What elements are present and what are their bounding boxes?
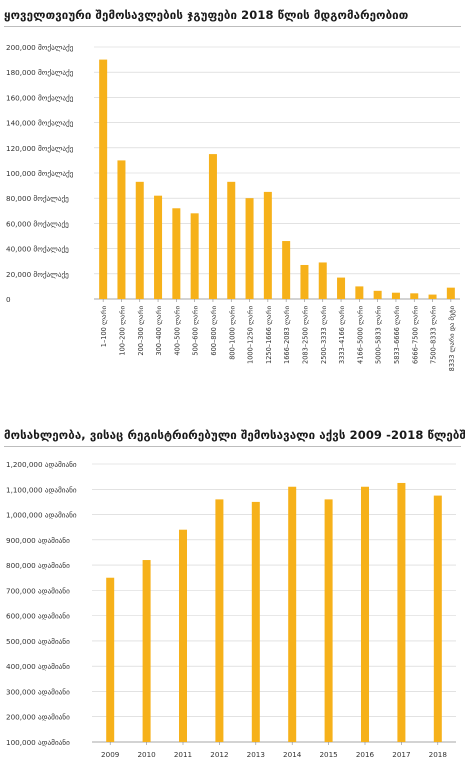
x-tick-label: 800–1000 ლარი (227, 305, 236, 359)
bar (106, 577, 115, 742)
y-tick-label: 700,000 ადამიანი (6, 586, 70, 595)
bar (361, 486, 369, 742)
x-tick-label: 8333 ლარი და მეტი (447, 305, 456, 371)
bar (179, 529, 187, 742)
income-groups-plot: 0 20,000 მოქალაქე 40,000 მოქალაქე 60,000 მო… (6, 43, 460, 371)
x-tick-label: 2083–2500 ლარი (300, 305, 309, 364)
x-tick-label: 5833–6666 ლარი (392, 305, 401, 364)
x-tick-label: 400–500 ლარი (172, 305, 181, 355)
x-tick-label: 1250–1666 ლარი (264, 305, 273, 364)
bar (190, 213, 199, 299)
y-tick-label: 180,000 მოქალაქე (6, 68, 74, 77)
bar (373, 290, 382, 299)
y-tick-label: 100,000 მოქალაქე (6, 169, 74, 178)
bar (337, 277, 346, 299)
y-tick-label: 20,000 მოქალაქე (6, 270, 69, 279)
x-tick-label: 1000–1250 ლარი (246, 305, 255, 364)
bar (282, 241, 291, 299)
y-tick-label: 300,000 ადამიანი (6, 687, 70, 696)
y-tick-label: 1,000,000 ადამიანი (6, 511, 77, 520)
y-tick-label: 40,000 მოქალაქე (6, 245, 69, 254)
chart-title: ყოველთვიური შემოსავლების ჯგუფები 2018 წლ… (4, 8, 409, 22)
bar (324, 499, 333, 742)
x-tick-label: 2012 (210, 750, 228, 759)
x-tick-label: 3333–4166 ლარი (337, 305, 346, 364)
income-groups-chart: ყოველთვიური შემოსავლების ჯგუფები 2018 წლ… (4, 8, 461, 371)
x-tick-label: 2015 (319, 750, 337, 759)
bar (355, 286, 364, 299)
bar (251, 501, 260, 742)
x-tick-label: 2500–3333 ლარი (319, 305, 328, 364)
registered-income-population-plot: 100,000 ადამიანი 200,000 ადამიანი 300,000 … (6, 460, 456, 759)
bar (227, 181, 236, 299)
y-tick-label: 200,000 ადამიანი (6, 713, 70, 722)
y-tick-label: 60,000 მოქალაქე (6, 219, 69, 228)
x-tick-label: 1666–2083 ლარი (282, 305, 291, 364)
x-tick-label: 6666–7500 ლარი (410, 305, 419, 364)
y-tick-label: 0 (6, 295, 11, 304)
bar (208, 154, 217, 299)
bar (142, 560, 151, 742)
y-tick-label: 800,000 ადამიანი (6, 561, 70, 570)
x-tick-label: 2011 (174, 750, 192, 759)
x-tick-label: 1–100 ლარი (99, 305, 108, 347)
y-tick-label: 160,000 მოქალაქე (6, 93, 74, 102)
registered-income-population-chart: მოსახლეობა, ვისაც რეგისტრირებული შემოსავ… (0, 418, 465, 772)
y-tick-label: 100,000 ადამიანი (6, 738, 70, 747)
x-tick-label: 2010 (137, 750, 156, 759)
x-tick-label: 100–200 ლარი (117, 305, 126, 355)
bar (391, 292, 400, 299)
bar (117, 160, 126, 299)
x-tick-label: 600–800 ლარი (209, 305, 218, 355)
x-tick-label: 500–600 ლარი (191, 305, 200, 355)
bar (428, 294, 437, 299)
title-divider (4, 26, 461, 27)
chart-title: მოსახლეობა, ვისაც რეგისტრირებული შემოსავ… (4, 428, 465, 442)
x-tick-label: 2016 (356, 750, 375, 759)
bar (446, 287, 455, 299)
x-tick-label: 2018 (429, 750, 448, 759)
x-tick-label: 7500–8333 ლარი (429, 305, 438, 364)
bar (154, 195, 163, 299)
bar (318, 262, 327, 299)
y-tick-label: 500,000 ადამიანი (6, 637, 70, 646)
y-tick-label: 200,000 მოქალაქე (6, 43, 74, 52)
bar (215, 499, 224, 742)
bar (99, 59, 108, 299)
y-tick-label: 900,000 ადამიანი (6, 536, 70, 545)
x-tick-label: 2013 (247, 750, 265, 759)
x-tick-label: 4166–5000 ლარი (355, 305, 364, 364)
bar (245, 198, 254, 299)
x-tick-label: 2014 (283, 750, 302, 759)
bar (288, 486, 297, 742)
y-tick-label: 80,000 მოქალაქე (6, 194, 69, 203)
bar (135, 181, 144, 299)
bar (410, 293, 419, 299)
x-tick-label: 2017 (392, 750, 410, 759)
y-tick-label: 1,100,000 ადამიანი (6, 485, 77, 494)
bar (172, 208, 181, 299)
x-tick-label: 200–300 ლარი (136, 305, 145, 355)
y-tick-label: 140,000 მოქალაქე (6, 119, 74, 128)
bar (433, 495, 442, 742)
y-tick-label: 400,000 ადამიანი (6, 662, 70, 671)
bar (397, 482, 406, 742)
bar (263, 191, 272, 299)
x-tick-label: 5000–5833 ლარი (374, 305, 383, 364)
bar (300, 264, 309, 299)
y-tick-label: 600,000 ადამიანი (6, 612, 70, 621)
title-divider (4, 446, 461, 447)
y-tick-label: 1,200,000 ადამიანი (6, 460, 77, 469)
x-tick-label: 2009 (101, 750, 120, 759)
y-tick-label: 120,000 მოქალაქე (6, 144, 74, 153)
x-tick-label: 300–400 ლარი (154, 305, 163, 355)
